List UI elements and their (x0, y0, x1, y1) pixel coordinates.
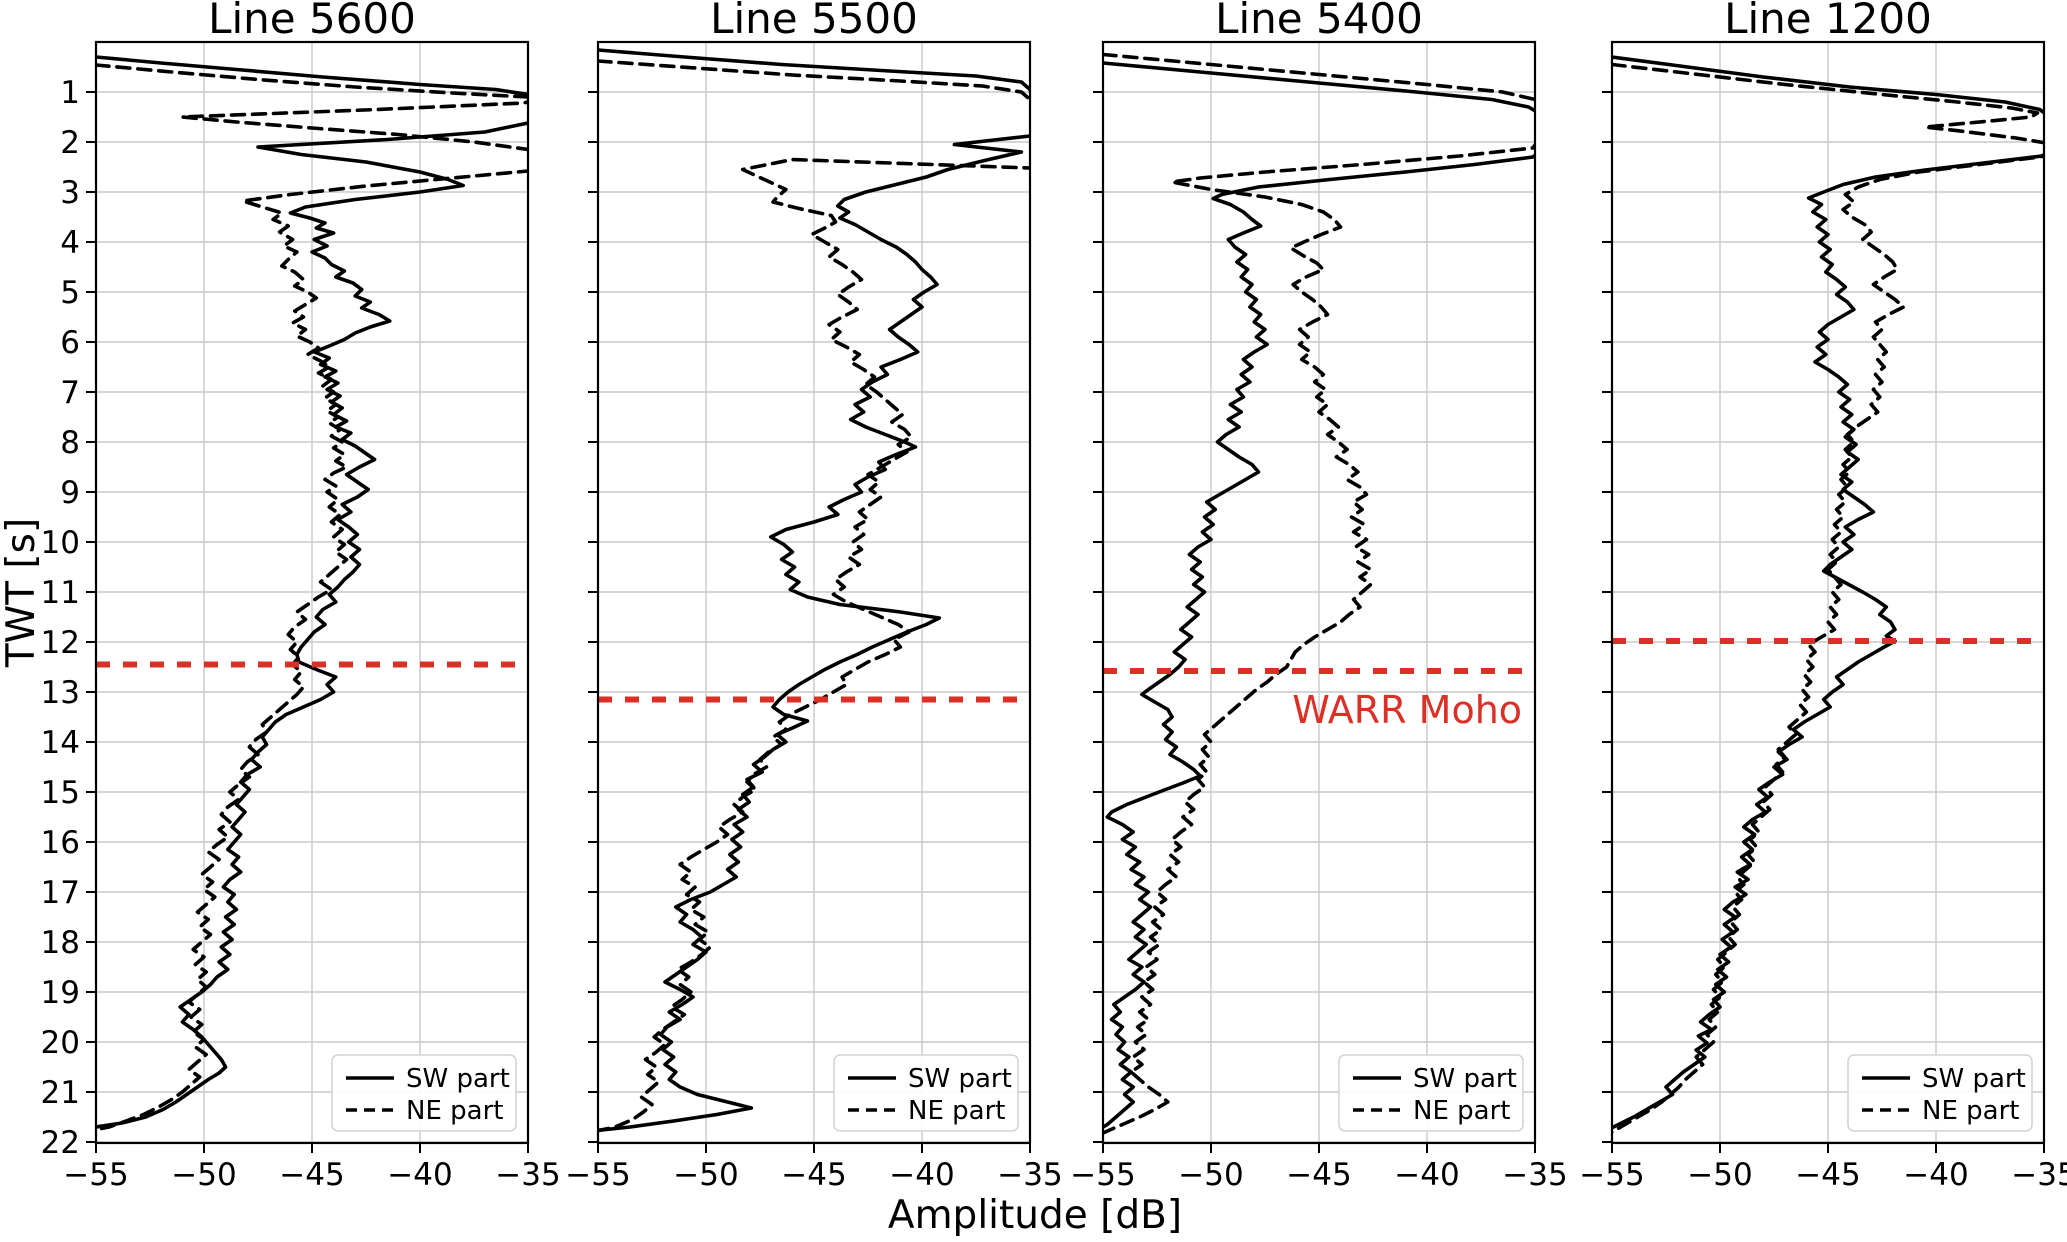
y-tick-label: 8 (60, 425, 80, 461)
x-tick-label: −55 (565, 1157, 630, 1193)
sw-part-curve (1103, 61, 1535, 1130)
x-tick-label: −35 (495, 1157, 560, 1193)
grid (1103, 42, 1535, 1143)
panel-title: Line 5500 (710, 0, 918, 43)
legend-sw-label: SW part (908, 1064, 1012, 1094)
y-axis-label: TWT [s] (0, 518, 44, 668)
x-tick-label: −45 (781, 1157, 846, 1193)
x-tick-label: −45 (279, 1157, 344, 1193)
x-tick-label: −45 (1795, 1157, 1860, 1193)
legend-ne-label: NE part (908, 1096, 1005, 1126)
tick-marks (588, 91, 1031, 1153)
y-tick-label: 20 (41, 1025, 80, 1061)
x-tick-label: −45 (1286, 1157, 1351, 1193)
grid (598, 42, 1030, 1143)
legend-box (331, 1054, 517, 1132)
ne-part-curve (1103, 52, 1535, 1135)
y-tick-label: 16 (41, 825, 80, 861)
y-tick-label: 11 (41, 575, 80, 611)
y-tick-label: 4 (60, 225, 80, 261)
x-tick-label: −40 (1903, 1157, 1968, 1193)
y-tick-label: 15 (41, 775, 80, 811)
y-tick-label: 21 (41, 1075, 80, 1111)
x-tick-label: −55 (1579, 1157, 1644, 1193)
legend-sw-label: SW part (406, 1064, 510, 1094)
sw-part-curve (96, 55, 528, 1129)
x-tick-label: −50 (171, 1157, 236, 1193)
y-tick-label: 13 (41, 675, 80, 711)
y-tick-label: 22 (41, 1125, 80, 1161)
y-tick-label: 14 (41, 725, 80, 761)
y-tick-label: 19 (41, 975, 80, 1011)
x-tick-label: −50 (673, 1157, 738, 1193)
y-tick-label: 5 (60, 275, 80, 311)
legend-sw-label: SW part (1922, 1064, 2026, 1094)
x-tick-label: −40 (387, 1157, 452, 1193)
panel-title: Line 5400 (1215, 0, 1423, 43)
warr-moho-label: WARR Moho (1292, 688, 1522, 732)
legend-ne-label: NE part (1413, 1096, 1510, 1126)
y-tick-label: 7 (60, 375, 80, 411)
y-tick-label: 10 (41, 525, 80, 561)
y-tick-label: 1 (60, 75, 80, 111)
x-axis-label: Amplitude [dB] (888, 1193, 1182, 1238)
sw-part-curve (1612, 55, 2044, 1130)
tick-marks (1602, 91, 2045, 1153)
x-tick-label: −35 (1502, 1157, 1567, 1193)
x-tick-label: −55 (1070, 1157, 1135, 1193)
y-tick-label: 3 (60, 175, 80, 211)
panel-title: Line 1200 (1724, 0, 1932, 43)
x-tick-label: −50 (1178, 1157, 1243, 1193)
x-tick-label: −40 (1394, 1157, 1459, 1193)
x-tick-label: −50 (1687, 1157, 1752, 1193)
legend-box (833, 1054, 1019, 1132)
legend-ne-label: NE part (406, 1096, 503, 1126)
ne-part-curve (96, 63, 528, 1132)
legend-box (1847, 1054, 2033, 1132)
x-tick-label: −35 (2011, 1157, 2067, 1193)
x-tick-label: −40 (889, 1157, 954, 1193)
legend-sw-label: SW part (1413, 1064, 1517, 1094)
ne-part-curve (598, 59, 1030, 1133)
y-tick-label: 6 (60, 325, 80, 361)
x-tick-label: −55 (63, 1157, 128, 1193)
legend-ne-label: NE part (1922, 1096, 2019, 1126)
y-tick-label: 9 (60, 475, 80, 511)
x-tick-label: −35 (997, 1157, 1062, 1193)
panel-title: Line 5600 (208, 0, 416, 43)
tick-marks (86, 91, 529, 1153)
y-tick-label: 12 (41, 625, 80, 661)
panel-line-5600: −55 −50 −45 −40 −351234567891011121314151617… (41, 0, 561, 1193)
ne-part-curve (1612, 62, 2044, 1134)
y-tick-label: 18 (41, 925, 80, 961)
y-tick-label: 17 (41, 875, 80, 911)
y-tick-label: 2 (60, 125, 80, 161)
tick-marks (1093, 91, 1536, 1153)
legend-box (1338, 1054, 1524, 1132)
grid (1612, 42, 2044, 1143)
sw-part-curve (598, 48, 1030, 1133)
